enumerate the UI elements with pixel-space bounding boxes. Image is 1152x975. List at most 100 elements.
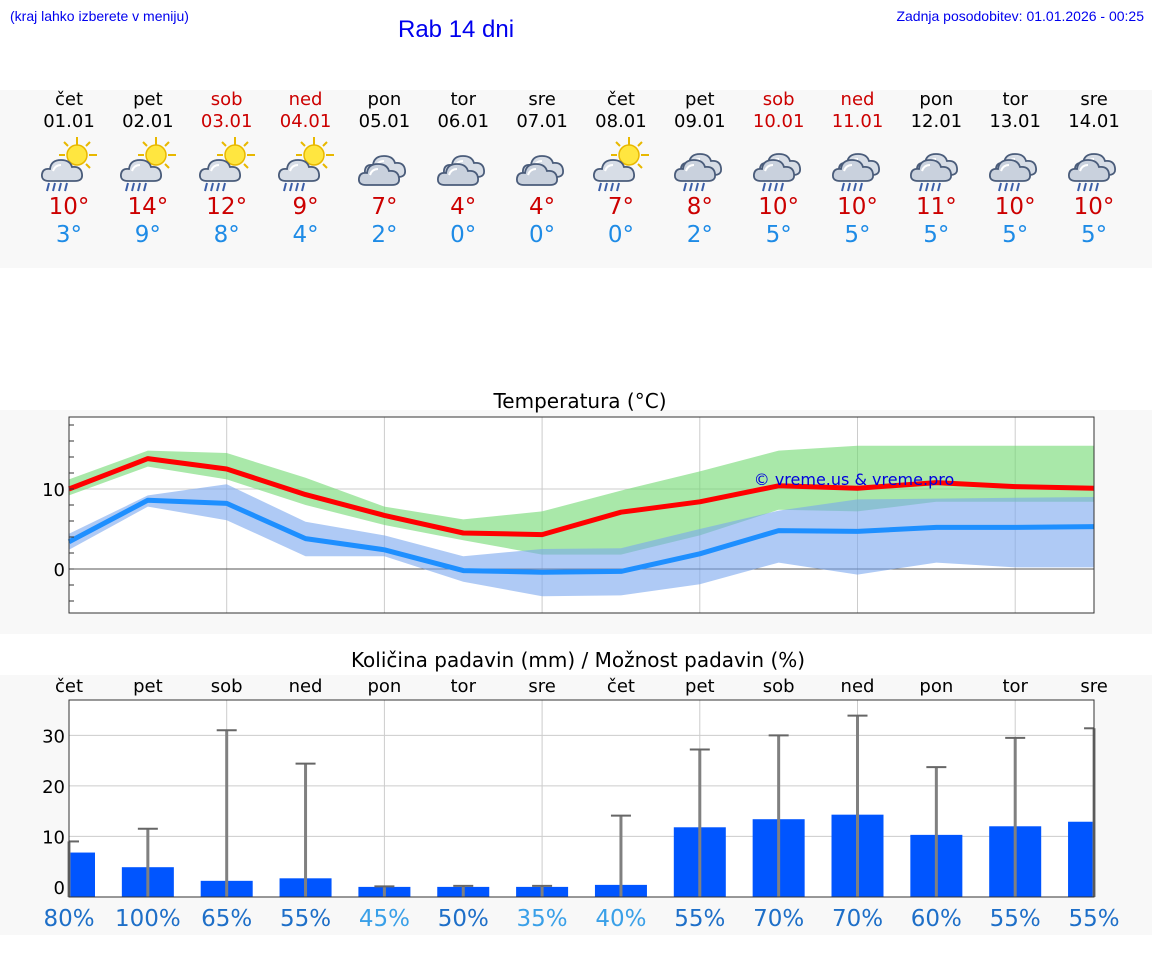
last-update: Zadnja posodobitev: 01.01.2026 - 00:25 <box>896 8 1144 24</box>
day-label: tor <box>1002 676 1028 697</box>
plot-frame <box>68 416 1095 614</box>
precipitation-bar <box>69 852 95 897</box>
probability-label: 55% <box>990 906 1041 932</box>
max-temperature: 7° <box>371 194 398 220</box>
day-date: 01.01 <box>43 111 95 132</box>
cloud-icon <box>504 137 580 193</box>
probability-label: 55% <box>1068 906 1119 932</box>
day-3: sob 03.01 12° 8° <box>189 89 265 249</box>
max-temperature: 10° <box>837 194 878 220</box>
cloud-rain-icon <box>898 137 974 193</box>
min-temperature: 5° <box>923 222 950 248</box>
min-temperature: 5° <box>1080 222 1108 248</box>
day-name: sre <box>1080 89 1108 110</box>
day-7: sre 07.01 4° 0° <box>504 89 580 249</box>
probability-label: 70% <box>753 906 804 932</box>
min-temperature: 4° <box>292 222 319 248</box>
day-date: 14.01 <box>1068 111 1120 132</box>
day-label: pet <box>133 676 163 697</box>
watermark: © vreme.us & vreme.pro <box>754 470 955 489</box>
day-date: 04.01 <box>279 111 332 132</box>
day-name: tor <box>1002 89 1028 110</box>
day-label: sre <box>528 676 555 697</box>
cloud-rain-icon <box>662 137 738 193</box>
day-label: tor <box>451 676 477 697</box>
y-tick-label: 20 <box>42 777 65 798</box>
day-9: pet 09.01 8° 2° <box>662 89 738 249</box>
day-label: pet <box>685 676 715 697</box>
day-name: pon <box>919 89 954 110</box>
min-temperature: 2° <box>686 222 713 248</box>
max-temperature: 10° <box>994 194 1036 220</box>
day-11: ned 11.01 10° 5° <box>820 89 896 249</box>
max-temperature: 8° <box>686 194 713 220</box>
day-label: sob <box>763 676 795 697</box>
cloud-icon <box>346 137 422 193</box>
day-date: 11.01 <box>831 111 884 132</box>
day-5: pon 05.01 7° 2° <box>346 89 422 249</box>
temperature-chart: 0 10 Temperatura (°C) © vreme.us & vreme.pr… <box>42 389 1095 614</box>
y-tick-label: 0 <box>54 878 65 899</box>
min-temperature: 2° <box>371 222 398 248</box>
day-label: čet <box>55 676 83 697</box>
precipitation-bar <box>1068 821 1094 897</box>
day-name: ned <box>840 89 875 110</box>
day-label: sob <box>211 676 243 697</box>
series-line-min <box>67 497 1095 575</box>
min-temperature: 0° <box>607 222 634 248</box>
day-date: 07.01 <box>516 111 568 132</box>
day-name: pon <box>367 89 402 110</box>
probability-label: 45% <box>359 906 410 932</box>
daily-forecast-panel <box>0 90 1152 268</box>
chart-title: Količina padavin (mm) / Možnost padavin … <box>351 648 805 672</box>
max-temperature: 10° <box>1073 194 1115 220</box>
max-temperature: 11° <box>915 194 957 220</box>
max-temperature: 10° <box>48 194 90 220</box>
probability-label: 55% <box>674 906 725 932</box>
max-temperature: 12° <box>206 194 248 220</box>
day-12: pon 12.01 11° 5° <box>898 89 974 249</box>
day-6: tor 06.01 4° 0° <box>425 89 501 249</box>
probability-label: 80% <box>43 906 94 932</box>
day-name: pet <box>685 89 715 110</box>
sun-cloud-rain-icon <box>31 137 107 193</box>
day-name: čet <box>606 89 635 110</box>
probability-label: 50% <box>438 906 489 932</box>
day-4: ned 04.01 9° 4° <box>268 89 344 249</box>
y-tick-label: 10 <box>42 827 65 848</box>
sun-cloud-rain-icon <box>268 137 344 193</box>
day-date: 13.01 <box>989 111 1041 132</box>
cloud-rain-icon <box>1056 137 1132 193</box>
min-temperature: 5° <box>1002 222 1029 248</box>
probability-label: 60% <box>911 906 962 932</box>
min-temperature: 0° <box>450 222 477 248</box>
day-date: 08.01 <box>595 111 647 132</box>
day-name: sob <box>210 89 243 110</box>
day-name: ned <box>288 89 323 110</box>
cloud-icon <box>425 137 501 193</box>
day-date: 12.01 <box>910 111 963 132</box>
spacer-panel <box>0 270 1152 366</box>
y-tick-label: 0 <box>54 560 65 581</box>
probability-label: 100% <box>115 906 181 932</box>
max-temperature: 14° <box>127 194 169 220</box>
probability-label: 70% <box>832 906 883 932</box>
day-14: sre 14.01 10° 5° <box>1056 89 1132 249</box>
min-range-band <box>69 484 1095 597</box>
day-name: tor <box>450 89 476 110</box>
day-label: čet <box>607 676 635 697</box>
sun-cloud-rain-icon <box>189 137 265 193</box>
day-date: 10.01 <box>752 111 805 132</box>
day-13: tor 13.01 10° 5° <box>977 89 1053 249</box>
day-date: 03.01 <box>200 111 253 132</box>
min-temperature: 3° <box>55 222 83 248</box>
day-date: 06.01 <box>437 111 490 132</box>
day-date: 02.01 <box>122 111 174 132</box>
min-temperature: 0° <box>529 222 556 248</box>
probability-label: 55% <box>280 906 331 932</box>
max-temperature: 7° <box>607 194 634 220</box>
probability-label: 65% <box>201 906 252 932</box>
day-date: 09.01 <box>674 111 726 132</box>
day-name: sre <box>528 89 556 110</box>
day-label: pon <box>919 676 953 697</box>
